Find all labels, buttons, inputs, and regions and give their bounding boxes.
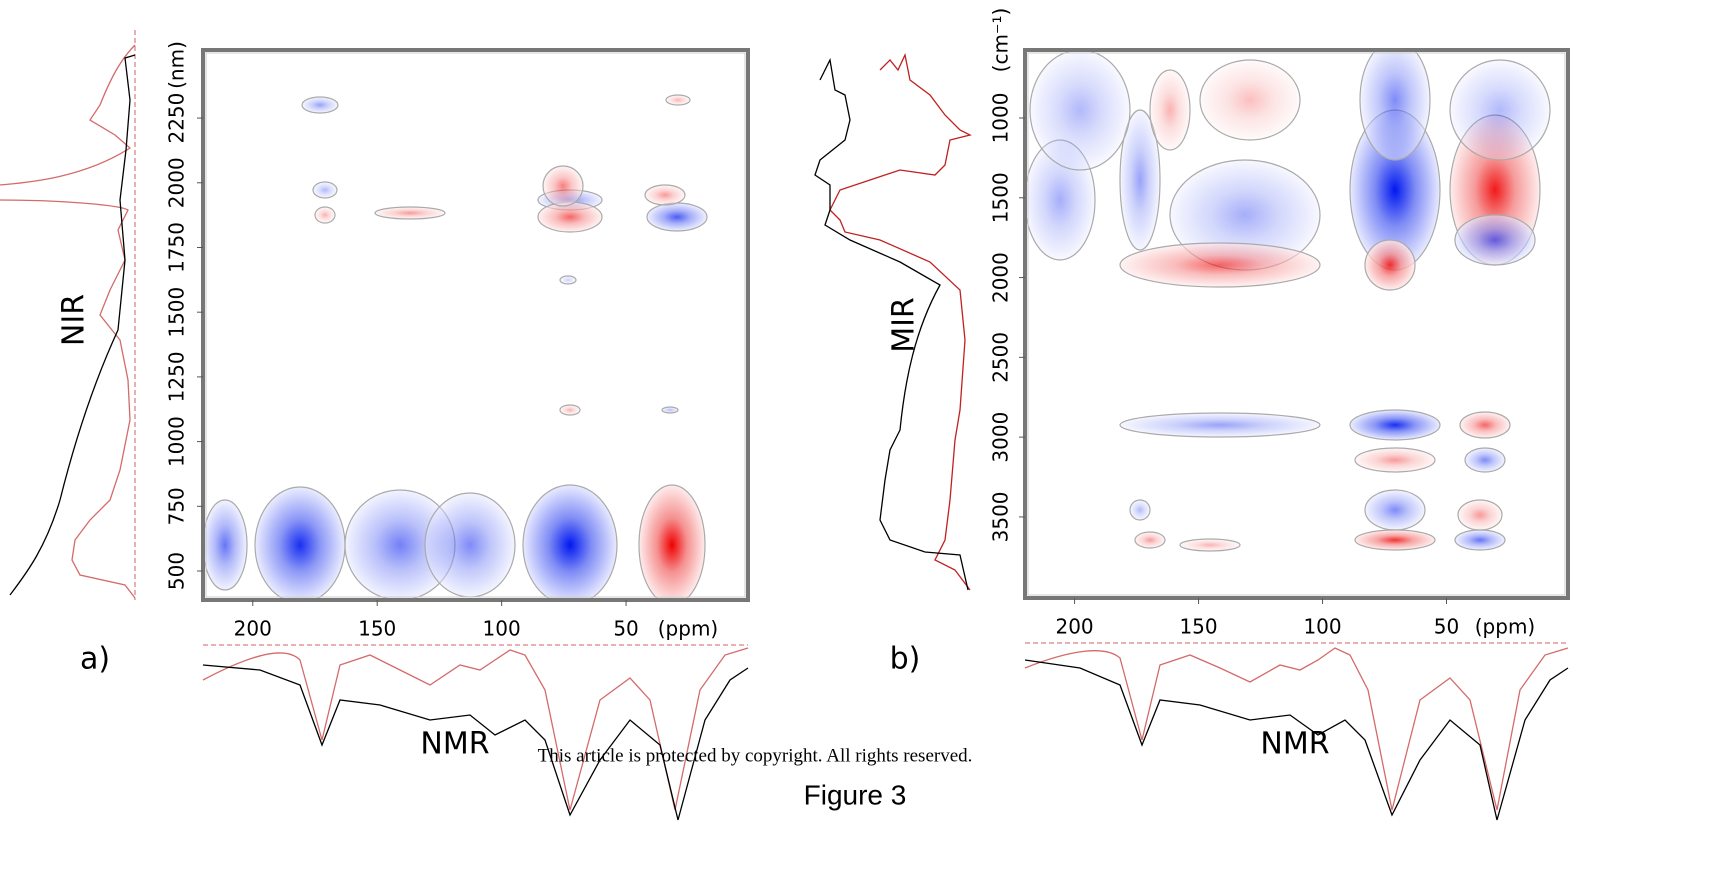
contour-region xyxy=(1149,69,1191,151)
figure-caption: Figure 3 xyxy=(804,779,907,810)
contour-region xyxy=(1459,411,1511,439)
y-tick-label: 3500 xyxy=(989,491,1013,542)
contour-region xyxy=(665,94,691,106)
contour-region xyxy=(661,406,679,414)
x-tick-label: 50 xyxy=(613,617,638,641)
contour-region xyxy=(1179,538,1241,552)
mir-spectra xyxy=(814,52,972,591)
y-tick-label: 500 xyxy=(165,552,189,590)
panel-label: b) xyxy=(890,642,921,677)
contour-region xyxy=(1464,447,1506,473)
bottom-spectrum-label: NMR xyxy=(420,727,489,762)
y-tick-label: 1750 xyxy=(165,222,189,273)
y-tick-label: 750 xyxy=(165,487,189,525)
y-tick-label: 2250 xyxy=(165,93,189,144)
plot-frame-inner xyxy=(1027,52,1566,596)
contour-region xyxy=(1454,529,1506,551)
contour-region xyxy=(1364,489,1426,531)
contour-region xyxy=(644,184,686,206)
contour-region xyxy=(1454,214,1536,266)
contour-region xyxy=(559,275,577,285)
y-tick-label: 1000 xyxy=(989,93,1013,144)
y-tick-label: 1250 xyxy=(165,351,189,402)
contour-region xyxy=(1119,109,1161,251)
panel-label: a) xyxy=(80,642,110,677)
copyright-notice: This article is protected by copyright. … xyxy=(538,745,973,766)
contour-region xyxy=(638,484,706,600)
nmr-spectra xyxy=(202,642,1569,821)
x-tick-label: 100 xyxy=(483,617,521,641)
contour-region xyxy=(1364,239,1416,291)
side-spectrum-label: NIR xyxy=(57,294,92,346)
y-tick-label: 1500 xyxy=(165,287,189,338)
x-tick-label: 150 xyxy=(358,617,396,641)
y-axis-label: (cm⁻¹) xyxy=(989,8,1013,73)
contour-map xyxy=(203,94,708,600)
contour-region xyxy=(559,404,581,416)
contour-region xyxy=(1134,531,1166,549)
contour-region xyxy=(1029,50,1131,171)
contour-region xyxy=(1359,50,1431,161)
side-spectrum-label: MIR xyxy=(887,297,922,353)
y-tick-label: 2000 xyxy=(989,252,1013,303)
y-tick-label: 1500 xyxy=(989,172,1013,223)
maps: 200 150 100 50 500 750 1000 1250 1500 1750 2000 225… xyxy=(57,8,1570,762)
contour-region xyxy=(646,202,708,232)
plot-frame xyxy=(1023,48,1570,600)
contour-region xyxy=(1449,59,1551,161)
x-tick-label: 50 xyxy=(1434,615,1459,639)
contour-region xyxy=(1129,499,1151,521)
contour-region xyxy=(203,499,248,591)
contour-map xyxy=(1025,50,1551,552)
contour-region xyxy=(1349,409,1441,441)
contour-region xyxy=(312,181,338,199)
contour-region xyxy=(1119,242,1321,288)
contour-region xyxy=(1119,412,1321,438)
nir-spectra xyxy=(0,30,136,600)
contour-region xyxy=(254,486,346,600)
y-tick-label: 1000 xyxy=(165,416,189,467)
x-axis-label: (ppm) xyxy=(658,617,718,641)
contour-region xyxy=(1457,499,1503,531)
x-tick-label: 200 xyxy=(1055,615,1093,639)
contour-region xyxy=(314,206,336,224)
contour-region xyxy=(542,165,584,207)
plot-frame-inner xyxy=(205,52,746,598)
x-tick-label: 200 xyxy=(234,617,272,641)
x-tick-label: 150 xyxy=(1179,615,1217,639)
x-axis-label: (ppm) xyxy=(1475,615,1535,639)
contour-region xyxy=(1199,59,1301,141)
contour-region xyxy=(522,484,618,600)
bottom-spectrum-label: NMR xyxy=(1260,727,1329,762)
contour-region xyxy=(1354,447,1436,473)
contour-region xyxy=(1354,529,1436,551)
contour-region xyxy=(374,206,446,220)
y-axis-label: (nm) xyxy=(165,41,189,89)
contour-region xyxy=(537,201,603,233)
y-tick-label: 2000 xyxy=(165,157,189,208)
plot-frame xyxy=(201,48,750,602)
x-tick-label: 100 xyxy=(1303,615,1341,639)
y-tick-label: 3000 xyxy=(989,412,1013,463)
contour-region xyxy=(424,492,516,598)
contour-region xyxy=(301,96,339,114)
y-tick-label: 2500 xyxy=(989,332,1013,383)
